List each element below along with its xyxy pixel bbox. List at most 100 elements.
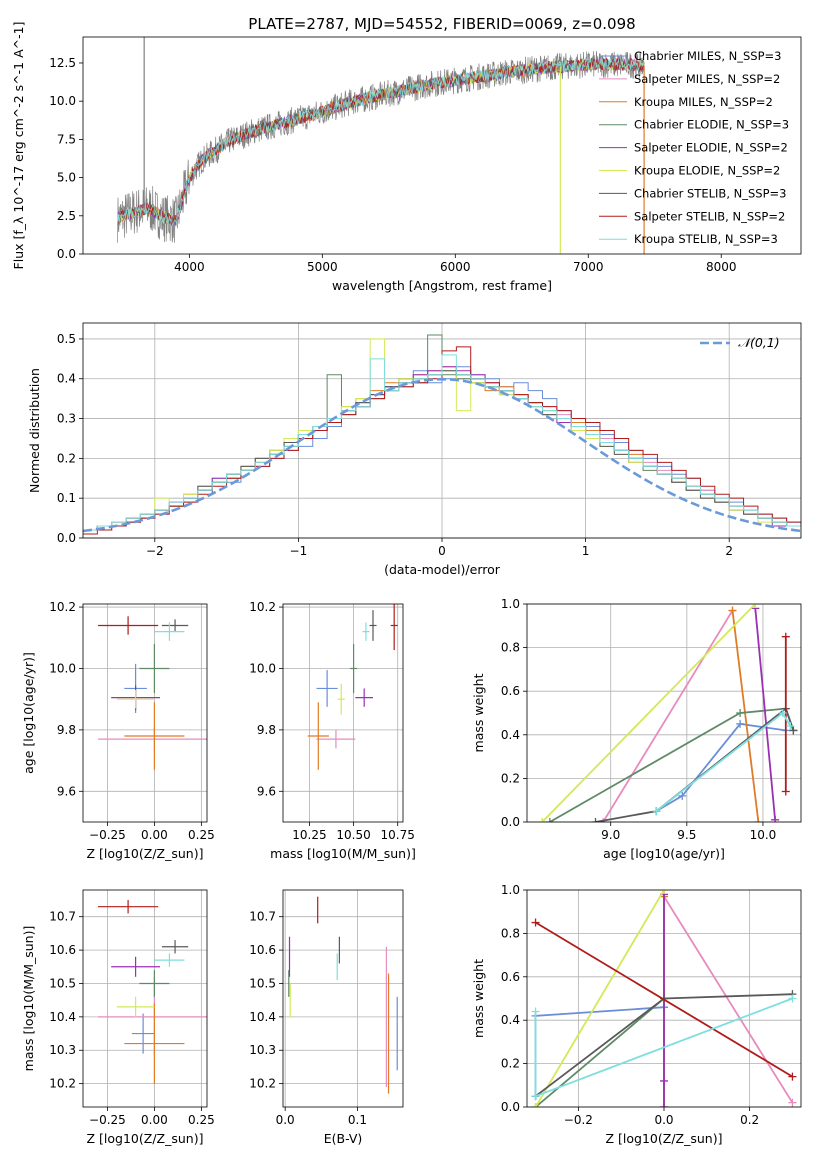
x-tick-label: 5000: [307, 260, 338, 274]
y-tick-label: 0.4: [501, 1013, 520, 1027]
data-point: [98, 616, 159, 635]
mass-weight-series: [655, 722, 786, 812]
data-point: [390, 604, 398, 651]
y-tick-label: 9.6: [57, 784, 76, 798]
mass-weight-marker: [771, 815, 780, 822]
y-tick-label: 12.5: [49, 56, 76, 70]
mass-weight-marker: [591, 818, 600, 822]
x-tick-label: 0.25: [188, 1113, 215, 1127]
mass-weight-marker: [788, 994, 797, 1003]
mass-weight-marker: [660, 1103, 668, 1107]
mass-weight-marker: [751, 604, 760, 608]
plot-area: [288, 896, 398, 1094]
y-tick-label: 1.0: [501, 883, 520, 897]
model-spectrum: [117, 58, 645, 225]
histogram-series: [83, 354, 801, 538]
x-tick-label: 10.75: [381, 828, 415, 842]
x-tick-label: 8000: [706, 260, 737, 274]
y-tick-label: 0.4: [501, 728, 520, 742]
y-tick-label: 10.2: [49, 600, 76, 614]
mass-weight-marker: [531, 1103, 540, 1107]
mass-weight-marker: [728, 606, 737, 615]
y-tick-label: 10.4: [49, 1010, 76, 1024]
panel-6: 0.0 0.1 10.2 10.3 10.4 10.5 10.6 10.7 E(B-V): [249, 889, 404, 1146]
data-point: [139, 970, 170, 997]
y-tick-label: 10.6: [249, 943, 276, 957]
mass-weight-series: [534, 890, 665, 1107]
x-tick-label: −2: [146, 544, 164, 558]
mass-weight-marker: [660, 890, 668, 894]
data-point: [350, 643, 358, 694]
x-tick-label: 10.25: [292, 828, 326, 842]
legend-label: Kroupa STELIB, N_SSP=3: [634, 232, 778, 246]
model-spectrum: [117, 56, 645, 226]
data-point: [161, 940, 189, 954]
data-point: [154, 953, 185, 967]
y-tick-label: 5.0: [57, 171, 76, 185]
y-tick-label: 10.2: [249, 1077, 276, 1091]
mass-weight-marker: [678, 791, 687, 800]
legend-label: Kroupa ELODIE, N_SSP=2: [634, 164, 780, 178]
y-tick-label: 0.8: [501, 926, 520, 940]
plot-area: [98, 900, 207, 1084]
data-point: [369, 610, 377, 641]
y-tick-label: 0.6: [501, 684, 520, 698]
y-tick-label: 10.2: [49, 1077, 76, 1091]
y-tick-label: 0.2: [57, 451, 76, 465]
plot-area: [83, 334, 801, 538]
y-tick-label: 10.7: [249, 910, 276, 924]
legend-label: Salpeter ELODIE, N_SSP=2: [634, 141, 788, 155]
x-axis-label: wavelength [Angstrom, rest frame]: [332, 278, 552, 293]
data-point: [139, 643, 170, 694]
mass-weight-marker: [531, 1092, 540, 1101]
x-tick-label: 0.2: [740, 1113, 759, 1127]
data-point: [124, 1003, 185, 1084]
mass-weight-series: [754, 608, 776, 820]
data-point: [362, 622, 370, 641]
y-tick-label: 10.3: [249, 1043, 276, 1057]
mass-weight-series: [595, 707, 795, 822]
y-tick-label: 10.0: [249, 661, 276, 675]
axes-frame: [82, 889, 208, 1108]
y-tick-label: 0.0: [57, 531, 76, 545]
data-point: [161, 619, 189, 632]
x-tick-label: −1: [290, 544, 308, 558]
plot-area: [538, 604, 798, 822]
plot-area: [307, 604, 398, 770]
x-tick-label: 0.0: [276, 1113, 295, 1127]
mass-weight-series: [602, 610, 734, 822]
y-tick-label: 10.0: [49, 94, 76, 108]
x-tick-label: 0.0: [654, 1113, 673, 1127]
y-tick-label: 0.2: [501, 1057, 520, 1071]
y-axis-label: age [log10(age/yr)]: [21, 652, 36, 774]
x-tick-label: 0: [438, 544, 446, 558]
panel-5: −0.25 0.00 0.25 10.2 10.3 10.4 10.5 10.6 10.7 Z […: [21, 889, 215, 1146]
x-tick-label: 10.50: [336, 828, 370, 842]
x-axis-label: Z [log10(Z/Z_sun)]: [606, 1131, 723, 1146]
y-tick-label: 9.6: [257, 784, 276, 798]
panel-4: 9.0 9.5 10.0 0.0 0.2 0.4 0.6 0.8 1.0 age [log10(a…: [471, 597, 802, 861]
x-axis-label: E(B-V): [324, 1131, 363, 1146]
x-tick-label: −0.25: [89, 1113, 126, 1127]
model-spectrum: [117, 58, 645, 227]
y-tick-label: 7.5: [57, 132, 76, 146]
y-tick-label: 0.0: [501, 1100, 520, 1114]
mass-weight-marker: [531, 1007, 540, 1016]
y-tick-label: 0.8: [501, 641, 520, 655]
mass-weight-marker: [545, 818, 554, 822]
y-tick-label: 0.0: [501, 815, 520, 829]
x-tick-label: 6000: [440, 260, 471, 274]
x-tick-label: 10.0: [750, 828, 777, 842]
x-tick-label: 0.00: [141, 1113, 168, 1127]
mass-weight-marker: [781, 632, 790, 641]
y-tick-label: 9.8: [257, 723, 276, 737]
x-tick-label: 0.1: [348, 1113, 367, 1127]
legend-label: Chabrier MILES, N_SSP=3: [634, 49, 781, 63]
y-tick-label: 10.4: [249, 1010, 276, 1024]
mass-weight-marker: [781, 787, 790, 796]
y-tick-label: 10.7: [49, 910, 76, 924]
y-tick-label: 10.6: [49, 943, 76, 957]
mass-weight-marker: [538, 818, 547, 822]
mass-weight-marker: [660, 1076, 668, 1085]
